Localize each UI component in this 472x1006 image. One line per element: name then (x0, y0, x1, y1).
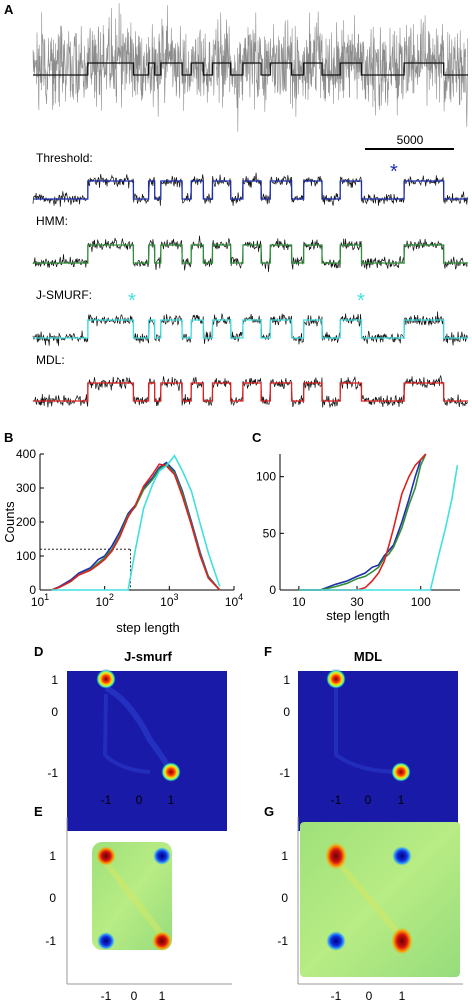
panel-g-xtick-3: 1 (399, 989, 406, 1003)
panel-b-ytick-0: 0 (29, 583, 36, 597)
jsmurf-asterisk-2: * (357, 290, 365, 312)
noisy-trace-jsmurf (32, 311, 468, 346)
panel-f-peak-1 (326, 669, 346, 689)
trace-label-jsmurf: J-SMURF: (36, 288, 92, 302)
threshold-asterisk: * (390, 161, 398, 183)
panel-letter-d: D (34, 644, 43, 659)
panel-g-cold-2 (326, 931, 346, 951)
panel-g-ytick-1: 1 (281, 849, 288, 863)
panel-b-series-jsmurf (51, 454, 221, 591)
panel-b-xtick-3: 104 (225, 592, 243, 609)
panel-g-ytick-3: -1 (277, 934, 288, 948)
panel-b-xlabel: step length (116, 620, 180, 635)
fit-line-mdl (33, 382, 468, 402)
panel-c-chart: 0 50 100 10 30 100 (256, 453, 460, 609)
panel-d-ytick-2: 0 (51, 705, 58, 719)
fit-line-hmm (33, 244, 468, 264)
panel-b-ytick-2: 200 (16, 515, 36, 529)
trace-label-threshold: Threshold: (36, 151, 93, 165)
panel-d-xtick-3: 1 (168, 793, 175, 807)
panel-d-peak-2 (161, 762, 181, 782)
panel-f-ytick-1: 1 (283, 673, 290, 687)
panel-d-heatmap (67, 669, 227, 831)
panel-f-xtick-1: -1 (331, 793, 342, 807)
panel-b-xtick-2: 103 (160, 592, 178, 609)
panel-f-peak-2 (391, 762, 411, 782)
panel-e-ytick-2: 0 (49, 891, 56, 905)
panel-e-heatmap (66, 817, 232, 985)
panel-b-ytick-4: 400 (16, 447, 36, 461)
panel-letter-e: E (34, 804, 43, 819)
panel-d-xtick-1: -1 (101, 793, 112, 807)
panel-e-hot-2 (152, 931, 172, 951)
panel-e-xtick-3: 1 (159, 989, 166, 1003)
panel-c-xtick-1: 30 (350, 595, 364, 609)
panel-letter-f: F (264, 644, 272, 659)
panel-b-chart: 0 100 200 300 400 101 102 103 104 (16, 447, 243, 609)
raw-trace (32, 3, 468, 132)
panel-c-series-threshold (298, 453, 427, 591)
panel-b-series-mdl (51, 463, 221, 591)
panel-letter-c: C (252, 430, 262, 445)
panel-g-heatmap (297, 817, 463, 985)
panel-d-peak-1 (96, 669, 116, 689)
panel-g-hot-2 (391, 927, 413, 955)
panel-e-cold-1 (153, 847, 171, 865)
panel-letter-g: G (264, 804, 274, 819)
panel-g-hot-1 (325, 842, 347, 870)
panel-letter-a: A (4, 2, 14, 17)
panel-c-series-jsmurf (298, 465, 459, 591)
panel-b-xtick-1: 102 (95, 592, 113, 609)
panel-b-ytick-3: 300 (16, 481, 36, 495)
panel-c-series-mdl (298, 453, 427, 591)
panel-d-xtick-2: 0 (136, 793, 143, 807)
step-fit-top (33, 62, 468, 76)
panel-b-series-threshold (51, 461, 221, 591)
fit-line-threshold (33, 180, 468, 200)
panel-c-ytick-2: 100 (256, 470, 276, 484)
panel-g-cold-1 (392, 846, 412, 866)
panel-e-xtick-1: -1 (101, 989, 112, 1003)
panel-c-xtick-2: 100 (411, 595, 431, 609)
fit-line-jsmurf (33, 319, 468, 339)
panel-f-ytick-3: -1 (279, 766, 290, 780)
panel-g-xtick-2: 0 (366, 989, 373, 1003)
jsmurf-asterisk-1: * (128, 290, 136, 312)
panel-letter-b: B (4, 430, 13, 445)
panel-e-cold-2 (97, 932, 115, 950)
panel-e-xtick-2: 0 (131, 989, 138, 1003)
panel-e-hot-1 (96, 846, 116, 866)
panel-c-series-hmm (298, 453, 427, 591)
panel-e-ytick-1: 1 (49, 849, 56, 863)
panel-f-xtick-2: 0 (365, 793, 372, 807)
noisy-trace-hmm (32, 235, 468, 273)
panel-c-ytick-0: 0 (269, 583, 276, 597)
panel-e-ytick-3: -1 (45, 934, 56, 948)
panel-f-title: MDL (354, 649, 382, 664)
panel-f-xtick-3: 1 (398, 793, 405, 807)
panel-b-xtick-0: 101 (31, 592, 49, 609)
panel-a-traces (32, 3, 468, 409)
panel-c-xtick-0: 10 (292, 595, 306, 609)
panel-b-series-hmm (51, 463, 221, 591)
panel-d-title: J-smurf (124, 649, 172, 664)
panel-g-ytick-2: 0 (281, 891, 288, 905)
panel-f-ytick-2: 0 (283, 705, 290, 719)
panel-b-ytick-1: 100 (16, 549, 36, 563)
panel-f-heatmap (298, 669, 458, 831)
panel-b-ylabel: Counts (2, 501, 17, 543)
panel-c-ytick-1: 50 (263, 526, 277, 540)
trace-label-mdl: MDL: (36, 353, 65, 367)
trace-label-hmm: HMM: (36, 214, 68, 228)
noisy-trace-mdl (32, 374, 468, 409)
panel-c-xlabel: step length (326, 608, 390, 623)
scale-bar-label: 5000 (397, 133, 424, 147)
noisy-trace-threshold (32, 172, 468, 207)
panel-d-ytick-3: -1 (47, 766, 58, 780)
panel-d-ytick-1: 1 (51, 673, 58, 687)
panel-g-xtick-1: -1 (331, 989, 342, 1003)
